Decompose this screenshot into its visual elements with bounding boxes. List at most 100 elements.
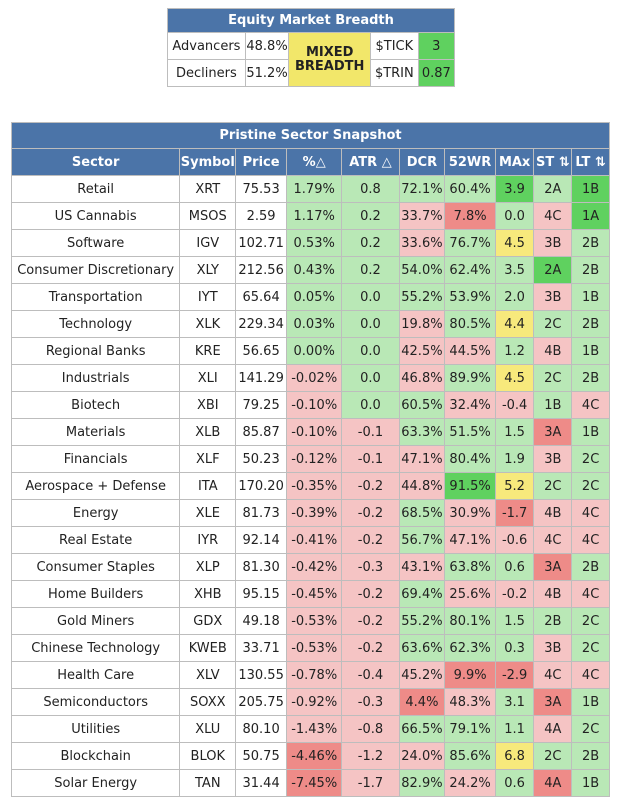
breadth-status-line1: MIXED	[305, 44, 354, 60]
table-row: Consumer Discretionary XLY 212.56 0.43% 0.2 5…	[10, 256, 610, 284]
sector-name-cell: Real Estate	[10, 526, 181, 554]
52wr-cell: 63.8%	[444, 553, 496, 581]
column-header[interactable]: ST ⇅	[533, 148, 573, 176]
advancers-label: Advancers	[167, 32, 246, 60]
52wr-cell: 80.4%	[444, 445, 496, 473]
pct-change-cell: 0.53%	[285, 229, 343, 257]
column-header[interactable]: LT ⇅	[571, 148, 610, 176]
table-row: Industrials XLI 141.29 -0.02% 0.0 46.8% 89.9% 4…	[10, 364, 610, 392]
dcr-cell: 63.3%	[398, 418, 446, 446]
52wr-cell: 48.3%	[444, 688, 496, 716]
pct-change-cell: -0.02%	[285, 364, 343, 392]
max-cell: 6.8	[494, 742, 535, 770]
max-cell: 0.0	[494, 202, 535, 230]
price-cell: 33.71	[235, 634, 287, 662]
column-header[interactable]: Sector	[10, 148, 181, 176]
lt-cell: 4C	[571, 661, 610, 689]
column-header[interactable]: MAx	[494, 148, 535, 176]
table-row: Utilities XLU 80.10 -1.43% -0.8 66.5% 79.1% 1.1…	[10, 715, 610, 743]
atr-change-cell: -0.2	[341, 634, 400, 662]
st-cell: 3A	[533, 688, 573, 716]
st-cell: 3B	[533, 445, 573, 473]
pct-change-cell: -0.10%	[285, 418, 343, 446]
table-row: Transportation IYT 65.64 0.05% 0.0 55.2% 53.9%…	[10, 283, 610, 311]
dcr-cell: 47.1%	[398, 445, 446, 473]
sector-name-cell: Technology	[10, 310, 181, 338]
table-row: Aerospace + Defense ITA 170.20 -0.35% -0.2 44…	[10, 472, 610, 500]
pct-change-cell: 1.17%	[285, 202, 343, 230]
lt-cell: 1A	[571, 202, 610, 230]
table-row: Solar Energy TAN 31.44 -7.45% -1.7 82.9% 24.2%…	[10, 769, 610, 797]
st-cell: 4C	[533, 526, 573, 554]
price-cell: 95.15	[235, 580, 287, 608]
sector-name-cell: Retail	[10, 175, 181, 203]
lt-cell: 1B	[571, 283, 610, 311]
dcr-cell: 42.5%	[398, 337, 446, 365]
max-cell: 3.5	[494, 256, 535, 284]
pct-change-cell: -0.10%	[285, 391, 343, 419]
atr-change-cell: 0.0	[341, 391, 400, 419]
lt-cell: 4C	[571, 499, 610, 527]
table-row: Energy XLE 81.73 -0.39% -0.2 68.5% 30.9% -1.7 4B…	[10, 499, 610, 527]
price-cell: 212.56	[235, 256, 287, 284]
price-cell: 50.75	[235, 742, 287, 770]
max-cell: 4.5	[494, 364, 535, 392]
symbol-cell: TAN	[179, 769, 237, 797]
pct-change-cell: -4.46%	[285, 742, 343, 770]
atr-change-cell: -0.3	[341, 553, 400, 581]
sector-name-cell: Financials	[10, 445, 181, 473]
st-cell: 3B	[533, 229, 573, 257]
atr-change-cell: -0.2	[341, 607, 400, 635]
price-cell: 130.55	[235, 661, 287, 689]
symbol-cell: XLP	[179, 553, 237, 581]
symbol-cell: XRT	[179, 175, 237, 203]
symbol-cell: XHB	[179, 580, 237, 608]
symbol-cell: XLY	[179, 256, 237, 284]
52wr-cell: 51.5%	[444, 418, 496, 446]
st-cell: 2C	[533, 364, 573, 392]
sector-name-cell: Software	[10, 229, 181, 257]
sector-name-cell: Gold Miners	[10, 607, 181, 635]
sector-name-cell: Home Builders	[10, 580, 181, 608]
column-header[interactable]: %△	[285, 148, 343, 176]
pct-change-cell: -0.53%	[285, 634, 343, 662]
atr-change-cell: -0.3	[341, 688, 400, 716]
table-row: Health Care XLV 130.55 -0.78% -0.4 45.2% 9.9% -…	[10, 661, 610, 689]
price-cell: 75.53	[235, 175, 287, 203]
max-cell: 4.4	[494, 310, 535, 338]
52wr-cell: 62.4%	[444, 256, 496, 284]
dcr-cell: 44.8%	[398, 472, 446, 500]
max-cell: 2.0	[494, 283, 535, 311]
dcr-cell: 33.7%	[398, 202, 446, 230]
st-cell: 2A	[533, 175, 573, 203]
lt-cell: 1B	[571, 175, 610, 203]
column-header[interactable]: Symbol	[179, 148, 237, 176]
pct-change-cell: 1.79%	[285, 175, 343, 203]
52wr-cell: 7.8%	[444, 202, 496, 230]
lt-cell: 1B	[571, 418, 610, 446]
max-cell: -1.7	[494, 499, 535, 527]
column-header[interactable]: ATR △	[341, 148, 400, 176]
52wr-cell: 89.9%	[444, 364, 496, 392]
52wr-cell: 30.9%	[444, 499, 496, 527]
lt-cell: 2C	[571, 607, 610, 635]
pct-change-cell: -0.41%	[285, 526, 343, 554]
atr-change-cell: -0.1	[341, 418, 400, 446]
dcr-cell: 55.2%	[398, 283, 446, 311]
sector-name-cell: Semiconductors	[10, 688, 181, 716]
atr-change-cell: 0.0	[341, 364, 400, 392]
table-row: Semiconductors SOXX 205.75 -0.92% -0.3 4.4% 48…	[10, 688, 610, 716]
price-cell: 49.18	[235, 607, 287, 635]
st-cell: 4A	[533, 715, 573, 743]
price-cell: 205.75	[235, 688, 287, 716]
column-header[interactable]: 52WR	[444, 148, 496, 176]
lt-cell: 2C	[571, 634, 610, 662]
atr-change-cell: -0.2	[341, 580, 400, 608]
st-cell: 4B	[533, 337, 573, 365]
52wr-cell: 62.3%	[444, 634, 496, 662]
dcr-cell: 43.1%	[398, 553, 446, 581]
table-row: Consumer Staples XLP 81.30 -0.42% -0.3 43.1% 6…	[10, 553, 610, 581]
column-header[interactable]: Price	[235, 148, 287, 176]
column-header[interactable]: DCR	[398, 148, 446, 176]
lt-cell: 2B	[571, 310, 610, 338]
